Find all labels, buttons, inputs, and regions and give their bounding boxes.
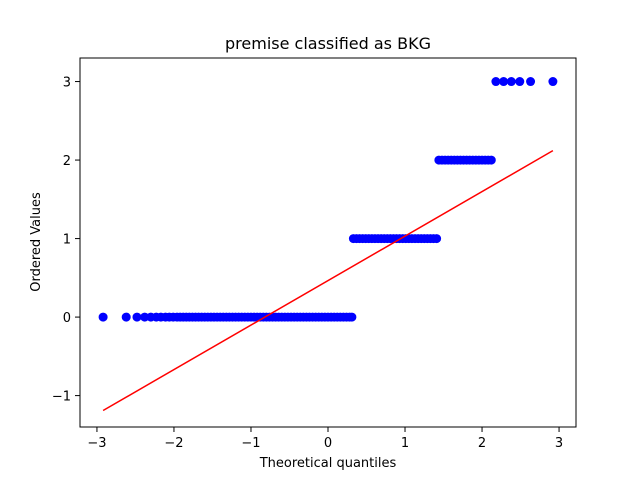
data-point — [132, 312, 142, 322]
y-axis-label: Ordered Values — [29, 192, 44, 292]
data-point — [499, 77, 509, 87]
data-point — [491, 77, 501, 87]
x-tick-label: 1 — [401, 436, 409, 451]
y-tick-label: 3 — [63, 76, 71, 91]
x-axis-label: Theoretical quantiles — [259, 456, 397, 471]
data-point — [121, 312, 131, 322]
data-point — [347, 312, 357, 322]
x-tick-label: −3 — [87, 436, 106, 451]
x-tick-label: −2 — [164, 436, 183, 451]
y-tick-label: −1 — [52, 390, 71, 405]
x-tick-label: 2 — [478, 436, 486, 451]
axes-frame — [79, 57, 577, 428]
y-tick-label: 2 — [63, 154, 71, 169]
chart-title: premise classified as BKG — [225, 34, 431, 53]
x-tick-label: −1 — [241, 436, 260, 451]
data-point — [515, 77, 525, 87]
fit-line — [102, 149, 554, 412]
x-axis: −3 −2 −1 0 1 2 3 — [87, 427, 563, 451]
data-point — [98, 312, 108, 322]
data-point — [506, 77, 516, 87]
data-point — [548, 77, 558, 87]
x-tick-label: 3 — [555, 436, 563, 451]
data-point — [526, 77, 536, 87]
data-point — [140, 312, 150, 322]
y-tick-label: 1 — [63, 233, 71, 248]
y-axis: −1 0 1 2 3 — [52, 76, 80, 405]
x-tick-label: 0 — [324, 436, 332, 451]
y-tick-label: 0 — [63, 311, 71, 326]
plot-marks — [98, 77, 558, 412]
data-point — [432, 234, 442, 244]
data-point — [486, 155, 496, 165]
